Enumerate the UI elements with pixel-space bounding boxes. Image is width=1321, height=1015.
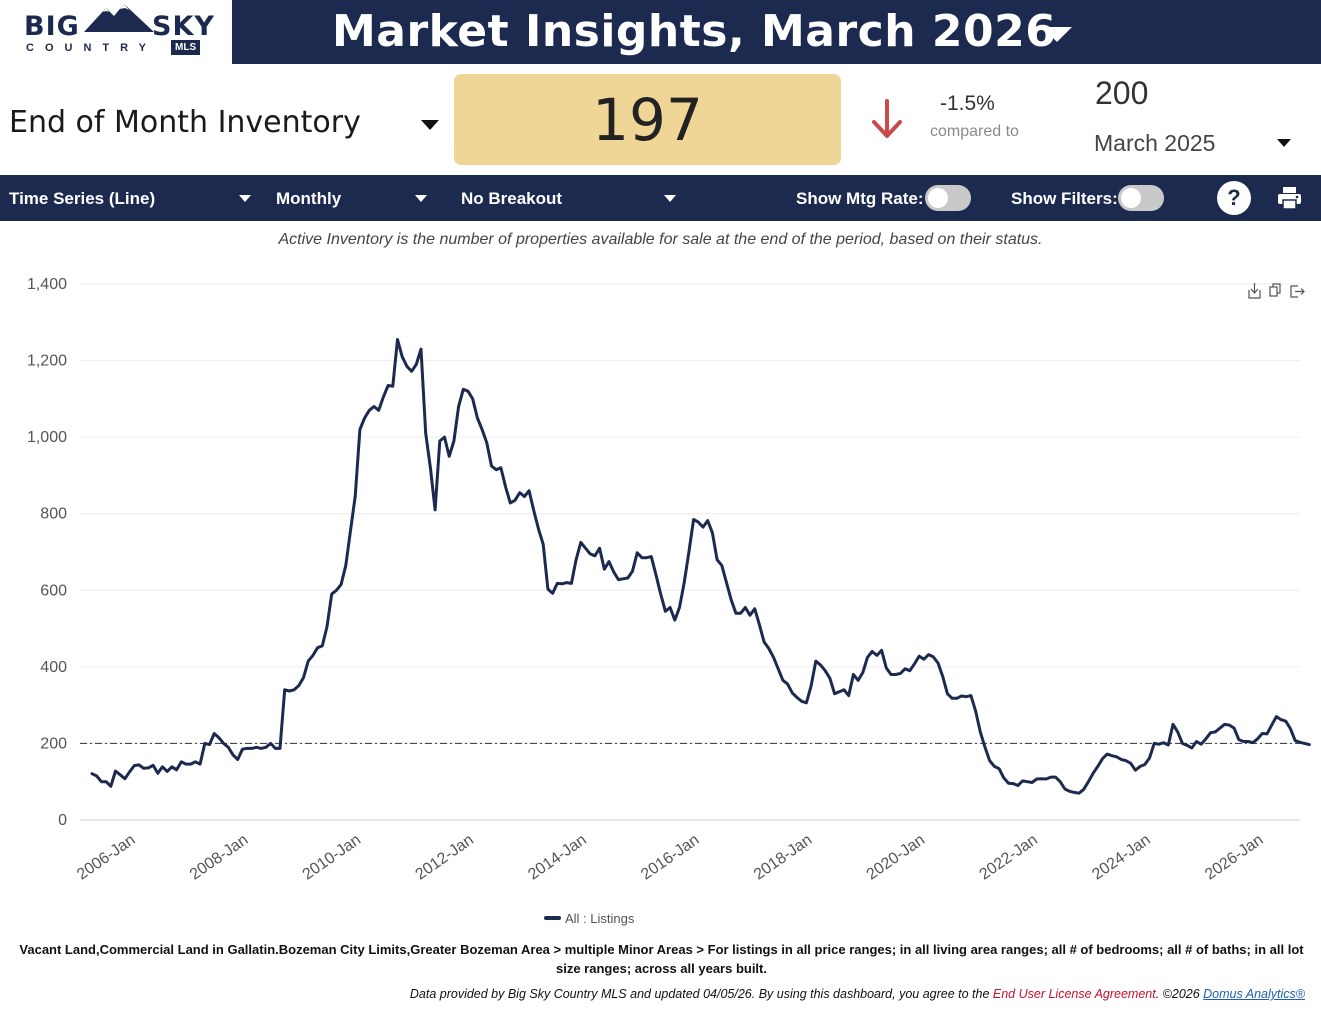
y-tick-label: 0 <box>58 812 67 829</box>
credits-text: Data provided by Big Sky Country MLS and… <box>409 987 993 1001</box>
mountain-logo-icon <box>84 4 154 32</box>
filters-label: Show Filters: <box>1011 189 1118 208</box>
down-arrow-icon <box>872 99 902 138</box>
copy-icon[interactable] <box>1269 283 1281 297</box>
y-tick-label: 1,400 <box>27 276 67 293</box>
x-tick-label: 2006-Jan <box>74 831 138 883</box>
help-icon[interactable]: ? <box>1217 181 1251 215</box>
metric-value: 197 <box>592 86 703 154</box>
frequency-select[interactable]: Monthly <box>276 189 342 208</box>
copyright-text: . ©2026 <box>1155 987 1204 1001</box>
title-band: Market Insights, March 2026 <box>232 0 1321 64</box>
x-axis-ticks: 2006-Jan 2008-Jan 2010-Jan 2012-Jan 2014-Jan… <box>74 831 1266 883</box>
period-dropdown-icon[interactable] <box>1042 27 1072 42</box>
logo-country-text: COUNTRY <box>26 42 157 54</box>
control-bar: Time Series (Line) Monthly No Breakout S… <box>0 175 1321 221</box>
x-tick-label: 2014-Jan <box>525 831 589 883</box>
y-tick-label: 200 <box>40 735 67 752</box>
chart-legend: All : Listings <box>544 911 635 926</box>
legend-label[interactable]: All : Listings <box>565 911 635 926</box>
comparison-period-selector[interactable]: March 2025 <box>1094 130 1216 156</box>
compared-to-label: compared to <box>930 123 1019 140</box>
change-percent: -1.5% <box>940 92 995 115</box>
x-tick-label: 2020-Jan <box>864 831 928 883</box>
comparison-dropdown-icon[interactable] <box>1277 139 1291 147</box>
x-tick-label: 2024-Jan <box>1089 831 1153 883</box>
breakout-select[interactable]: No Breakout <box>461 189 563 208</box>
series-lines <box>90 338 1311 795</box>
x-tick-label: 2016-Jan <box>638 831 702 883</box>
filters-summary-line-2: size ranges; across all years built. <box>556 961 767 976</box>
metric-description: Active Inventory is the number of proper… <box>278 231 1043 248</box>
toggle-knob <box>928 188 948 208</box>
print-icon[interactable] <box>1277 186 1302 210</box>
y-axis-ticks: 0 200 400 600 800 1,000 1,200 1,400 <box>27 276 67 829</box>
page-title: Market Insights, March 2026 <box>332 6 1057 57</box>
x-tick-label: 2010-Jan <box>300 831 364 883</box>
credits: Data provided by Big Sky Country MLS and… <box>0 987 1305 1001</box>
logo-big-text: BIG <box>24 11 80 42</box>
filters-summary-line-1: Vacant Land,Commercial Land in Gallatin.… <box>19 942 1304 957</box>
chart-toolbox <box>1248 283 1305 299</box>
mtg-rate-label: Show Mtg Rate: <box>796 189 924 208</box>
comparison-value: 200 <box>1095 75 1149 111</box>
metric-dropdown-icon[interactable] <box>421 120 439 130</box>
breakout-dropdown-icon[interactable] <box>664 195 676 202</box>
eula-link[interactable]: End User License Agreement <box>992 987 1156 1001</box>
download-icon[interactable] <box>1248 283 1261 299</box>
export-icon[interactable] <box>1290 285 1305 298</box>
mtg-rate-toggle[interactable] <box>925 185 971 211</box>
logo-mls-badge: MLS <box>171 40 201 55</box>
x-tick-label: 2018-Jan <box>751 831 815 883</box>
top-header: BIG SKY COUNTRY MLS Market Insights, Mar… <box>0 0 1321 64</box>
y-tick-label: 400 <box>40 659 67 676</box>
y-tick-label: 1,200 <box>27 353 67 370</box>
toggle-knob <box>1121 188 1141 208</box>
chart-type-select[interactable]: Time Series (Line) <box>9 189 156 208</box>
y-tick-label: 600 <box>40 582 67 599</box>
x-tick-label: 2026-Jan <box>1202 831 1266 883</box>
x-tick-label: 2008-Jan <box>187 831 251 883</box>
logo: BIG SKY COUNTRY MLS <box>0 0 232 64</box>
x-tick-label: 2022-Jan <box>976 831 1040 883</box>
chart-type-dropdown-icon[interactable] <box>239 195 251 202</box>
logo-sky-text: SKY <box>152 11 215 42</box>
filters-summary: Vacant Land,Commercial Land in Gallatin.… <box>14 940 1309 978</box>
metric-value-card: 197 <box>454 74 841 165</box>
y-tick-label: 800 <box>40 506 67 523</box>
x-tick-label: 2012-Jan <box>412 831 476 883</box>
domus-analytics-link[interactable]: Domus Analytics® <box>1203 987 1305 1001</box>
filters-toggle[interactable] <box>1118 185 1164 211</box>
frequency-dropdown-icon[interactable] <box>415 195 427 202</box>
y-tick-label: 1,000 <box>27 429 67 446</box>
series-line-all-listings <box>90 338 1311 795</box>
metric-selector[interactable]: End of Month Inventory <box>9 105 361 140</box>
